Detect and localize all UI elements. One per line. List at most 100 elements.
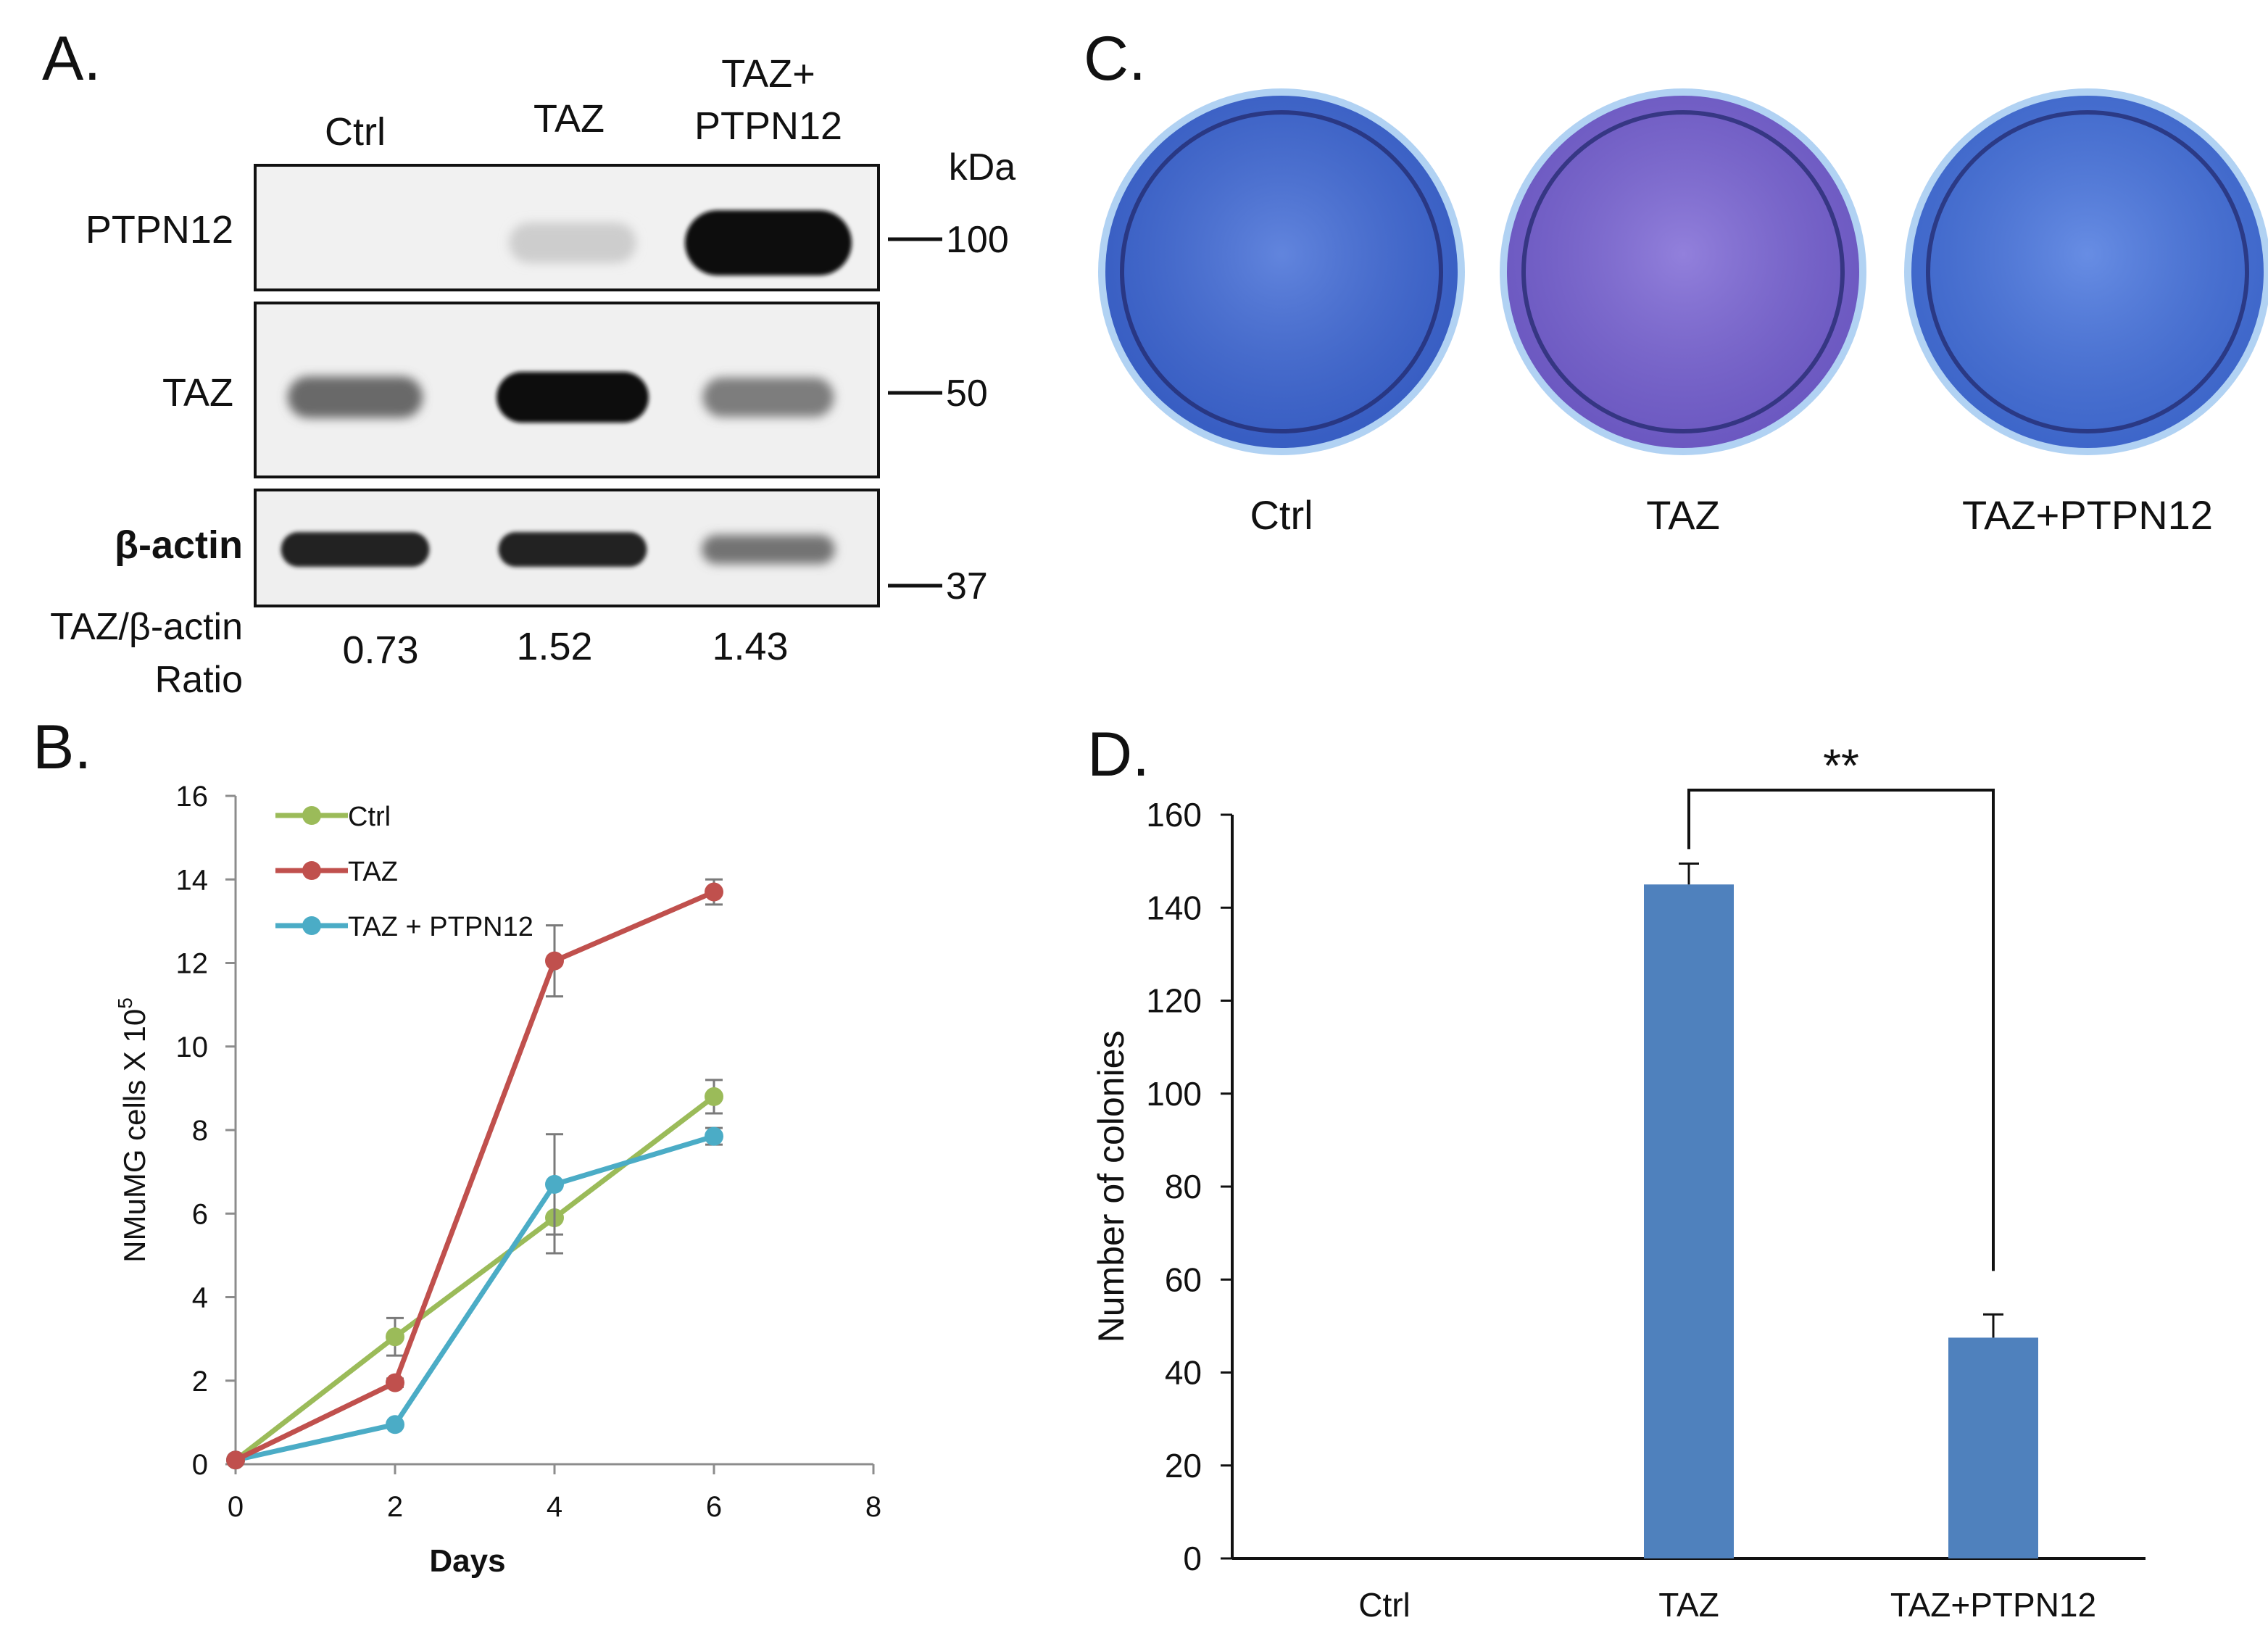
marker-100: 100 (946, 219, 1009, 261)
y-tick-label: 40 (1165, 1354, 1202, 1392)
y-tick-label: 120 (1146, 982, 1202, 1020)
plate-label-taz-ptpn12: TAZ+PTPN12 (1962, 492, 2213, 538)
y-tick-label: 0 (1183, 1540, 1202, 1577)
legend-marker-2 (302, 916, 321, 935)
bar-1 (1644, 884, 1734, 1558)
bar-chart: 0 20 40 60 80 100 120 140 160 Ctrl TAZ TAZ+PTPN12 Nu… (1091, 739, 2146, 1624)
plate-shade-0 (1105, 96, 1458, 448)
lane-labels: Ctrl TAZ TAZ+ PTPN12 (325, 52, 842, 154)
plate-label-taz: TAZ (1646, 492, 1720, 538)
x-tick-label: 0 (228, 1491, 244, 1523)
ratio-label-line2: Ratio (155, 659, 243, 701)
legend-label-0: Ctrl (348, 802, 391, 832)
x-tick-label: TAZ+PTPN12 (1890, 1586, 2096, 1624)
panel-a-label: A. (42, 24, 101, 94)
y-tick-label: 2 (192, 1366, 208, 1398)
series-line-1 (234, 889, 715, 1463)
bands-taz (287, 372, 834, 423)
plate-inner-ring-1 (1521, 110, 1845, 433)
y-tick-label: 16 (176, 781, 209, 813)
bands-beta-actin (281, 532, 835, 567)
ratio-taz: 1.52 (516, 625, 592, 668)
ptpn12-band-1 (509, 223, 636, 263)
series-line-2 (235, 1134, 715, 1463)
data-point (705, 882, 723, 902)
data-point (386, 1373, 404, 1392)
taz-band-0 (287, 376, 423, 418)
y-tick-label: 140 (1146, 889, 1202, 926)
blot-label-taz: TAZ (162, 371, 233, 415)
taz-band-2 (702, 377, 834, 418)
ptpn12-band-2 (685, 210, 852, 275)
y-tick-label: 12 (176, 948, 209, 980)
y-axis-title: Number of colonies (1091, 1031, 1131, 1343)
panel-a: A. Ctrl TAZ TAZ+ PTPN12 kDa PTPN12 100 T… (42, 24, 1015, 701)
x-tick-label: TAZ (1658, 1586, 1719, 1624)
y-tick-label: 60 (1165, 1261, 1202, 1298)
x-tick-label: 6 (706, 1491, 722, 1523)
panel-c-label: C. (1084, 24, 1146, 94)
y-tick-label: 20 (1165, 1447, 1202, 1485)
marker-50: 50 (946, 373, 988, 415)
x-tick-label: Ctrl (1358, 1586, 1411, 1624)
x-tick-label: 2 (387, 1491, 403, 1523)
legend-marker-1 (302, 861, 321, 880)
y-tick-label: 100 (1146, 1075, 1202, 1113)
data-point (386, 1327, 404, 1347)
actin-band-0 (281, 532, 430, 567)
panel-b-label: B. (33, 713, 91, 782)
blot-label-ptpn12: PTPN12 (86, 208, 233, 252)
ratio-label-line1: TAZ/β-actin (50, 606, 243, 648)
lane-label-ctrl: Ctrl (325, 110, 386, 154)
significance-bracket (1687, 789, 1995, 1271)
y-tick-label: 80 (1165, 1168, 1202, 1205)
y-tick-label: 160 (1146, 796, 1202, 834)
series-line-0 (233, 1095, 716, 1463)
y-axis-title: NMuMG cells X 105 (114, 997, 151, 1263)
kda-label: kDa (949, 146, 1016, 188)
taz-band-1 (497, 372, 649, 423)
data-point (545, 1174, 564, 1194)
lane-label-taz: TAZ (533, 97, 605, 141)
actin-band-1 (498, 532, 647, 567)
data-point (705, 1126, 723, 1146)
y-tick-label: 10 (176, 1031, 209, 1063)
panel-d-label: D. (1087, 720, 1150, 789)
x-axis-title: Days (429, 1543, 505, 1579)
data-point (545, 951, 564, 971)
panel-c: C. Ctrl TAZ TAZ+PTPN12 (1084, 24, 2268, 538)
line-chart: 0 2 4 6 8 0 2 4 6 8 10 12 14 16 Days NMuMG cells X 105 C… (114, 781, 881, 1579)
bands-ptpn12 (509, 210, 852, 275)
legend-label-2: TAZ + PTPN12 (348, 912, 533, 942)
y-tick-label: 6 (192, 1198, 208, 1230)
data-point (386, 1415, 404, 1434)
x-tick-label: 8 (865, 1491, 881, 1523)
data-point (226, 1450, 245, 1470)
significance-label: ** (1823, 739, 1859, 792)
plates (1098, 88, 2268, 455)
ratio-taz-ptpn12: 1.43 (712, 625, 788, 668)
plate-shade-2 (1911, 96, 2264, 448)
y-axis-title-superscript: 5 (114, 997, 136, 1009)
plate-label-ctrl: Ctrl (1250, 492, 1313, 538)
ratio-ctrl: 0.73 (342, 628, 418, 672)
x-tick-label: 4 (547, 1491, 562, 1523)
lane-label-taz-ptpn12-line1: TAZ+ (721, 52, 815, 96)
panel-b: B. 0 2 4 6 8 0 2 4 6 8 10 12 14 16 Days NMuMG cells X 1… (33, 713, 881, 1579)
blot-label-beta-actin: β-actin (115, 523, 243, 567)
y-tick-label: 14 (176, 864, 209, 896)
plate-shade-1 (1507, 96, 1859, 448)
y-tick-label: 4 (192, 1282, 208, 1314)
y-tick-label: 8 (192, 1115, 208, 1147)
legend-marker-0 (302, 806, 321, 825)
y-axis-title-text: NMuMG cells X 10 (117, 1009, 151, 1263)
legend-label-1: TAZ (348, 857, 398, 887)
actin-band-2 (702, 535, 835, 564)
panel-d: D. 0 20 40 60 80 100 120 140 160 Ctrl TAZ TAZ+PTPN1… (1087, 720, 2146, 1624)
data-point (705, 1087, 723, 1106)
bar-2 (1948, 1337, 2038, 1558)
y-tick-label: 0 (192, 1449, 208, 1481)
plate-inner-ring-0 (1120, 110, 1443, 433)
marker-37: 37 (946, 565, 988, 607)
